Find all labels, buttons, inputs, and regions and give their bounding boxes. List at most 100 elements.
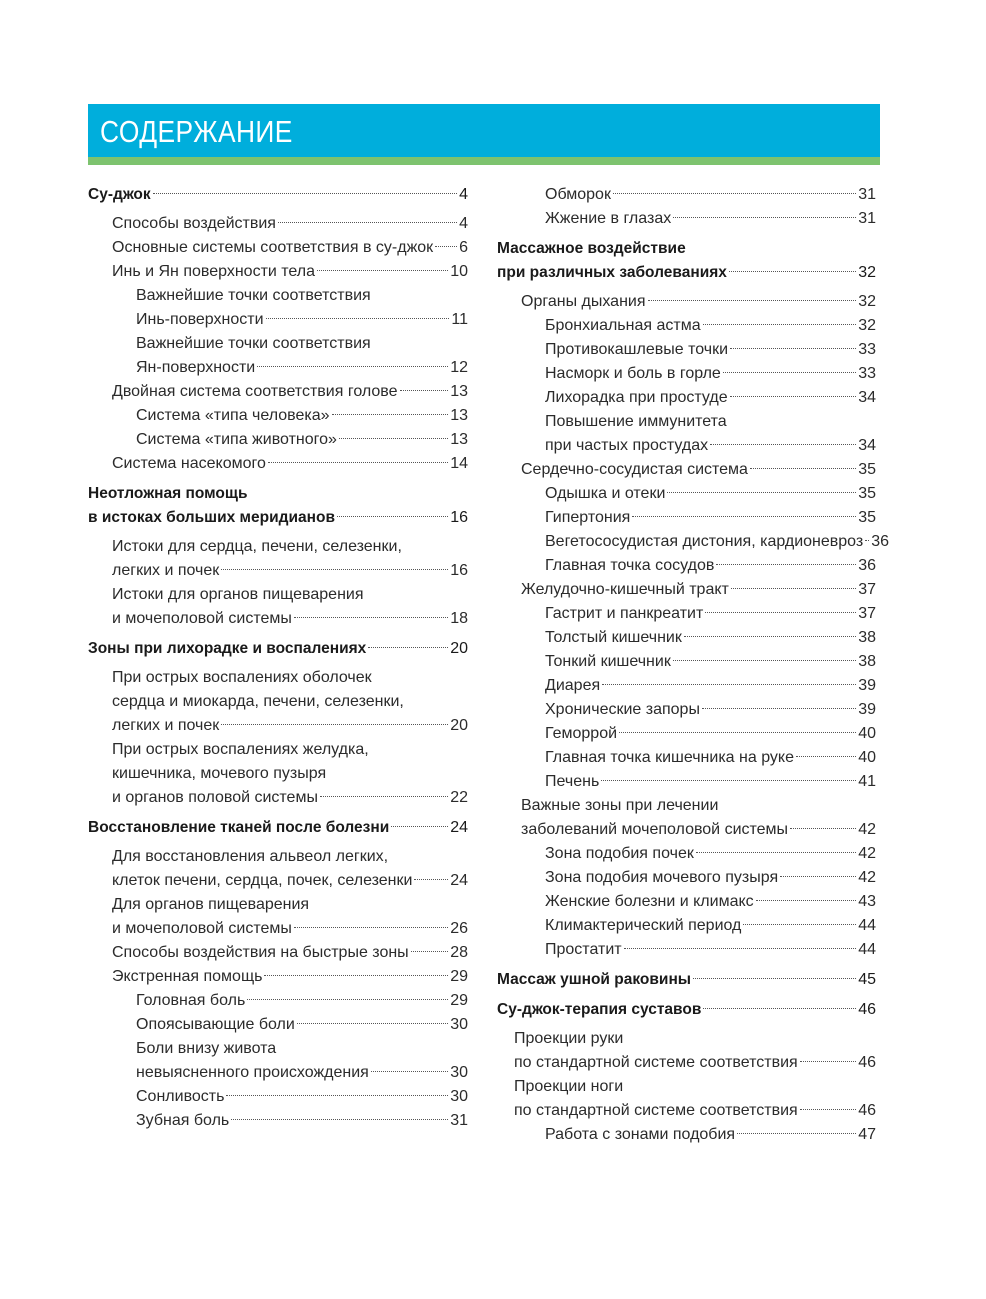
toc-entry[interactable]: Толстый кишечник 38 (497, 626, 876, 650)
dot-leader (601, 780, 857, 781)
toc-entry[interactable]: Опоясывающие боли 30 (88, 1013, 468, 1037)
toc-entry[interactable]: заболеваний мочеполовой системы 42 (497, 818, 876, 842)
toc-entry[interactable]: Система насекомого 14 (88, 452, 468, 476)
toc-entry[interactable]: и мочеполовой системы 18 (88, 607, 468, 631)
toc-heading[interactable]: Восстановление тканей после болезни 24 (88, 816, 468, 840)
toc-entry[interactable]: Вегетососудистая дистония, кардионевроз 3… (497, 530, 889, 554)
dot-leader (267, 462, 449, 463)
toc-entry[interactable]: Зона подобия мочевого пузыря 42 (497, 866, 876, 890)
dot-leader (331, 414, 449, 415)
dot-leader (780, 876, 857, 877)
page-number: 24 (450, 872, 468, 889)
entry-title: и мочеполовой системы (112, 920, 292, 937)
toc-entry[interactable]: Главная точка сосудов 36 (497, 554, 876, 578)
toc-entry[interactable]: Работа с зонами подобия 47 (497, 1123, 876, 1147)
toc-entry[interactable]: Истоки для органов пищеварения (88, 583, 468, 607)
toc-entry[interactable]: Способы воздействия 4 (88, 212, 468, 236)
toc-entry[interactable]: Двойная система соответствия голове 13 (88, 380, 468, 404)
toc-entry[interactable]: При острых воспалениях оболочек (88, 666, 468, 690)
toc-entry[interactable]: Бронхиальная астма 32 (497, 314, 876, 338)
toc-entry[interactable]: Головная боль 29 (88, 989, 468, 1013)
toc-entry[interactable]: Проекции руки (497, 1027, 876, 1051)
toc-entry[interactable]: Насморк и боль в горле 33 (497, 362, 876, 386)
toc-entry[interactable]: Важные зоны при лечении (497, 794, 876, 818)
entry-title: Способы воздействия на быстрые зоны (112, 944, 409, 961)
entry-title: Проекции ноги (514, 1078, 624, 1095)
entry-title: и мочеполовой системы (112, 610, 292, 627)
toc-entry[interactable]: Инь и Ян поверхности тела 10 (88, 260, 468, 284)
toc-entry[interactable]: Сонливость 30 (88, 1085, 468, 1109)
toc-heading[interactable]: при различных заболеваниях 32 (497, 261, 876, 285)
toc-entry[interactable]: Климактерический период 44 (497, 914, 876, 938)
page-number: 13 (450, 383, 468, 400)
toc-entry[interactable]: Ян-поверхности 12 (88, 356, 468, 380)
toc-heading[interactable]: Неотложная помощь (88, 482, 468, 506)
toc-section: Су-джок 4 Способы воздействия 4 Основные сис… (88, 183, 468, 476)
toc-entry[interactable]: Тонкий кишечник 38 (497, 650, 876, 674)
toc-heading[interactable]: Су-джок 4 (88, 183, 468, 207)
toc-entry[interactable]: Простатит 44 (497, 938, 876, 962)
toc-entry[interactable]: и мочеполовой системы 26 (88, 917, 468, 941)
toc-entry[interactable]: Инь-поверхности 11 (88, 308, 468, 332)
toc-entry[interactable]: невыясненного происхождения 30 (88, 1061, 468, 1085)
entry-title: Диарея (545, 677, 601, 694)
toc-entry[interactable]: кишечника, мочевого пузыря (88, 762, 468, 786)
toc-entry[interactable]: Гастрит и панкреатит 37 (497, 602, 876, 626)
toc-entry[interactable]: Проекции ноги (497, 1075, 876, 1099)
toc-entry[interactable]: Геморрой 40 (497, 722, 876, 746)
toc-entry[interactable]: Система «типа человека» 13 (88, 404, 468, 428)
toc-entry[interactable]: Важнейшие точки соответствия (88, 332, 468, 356)
toc-entry[interactable]: Сердечно-сосудистая система 35 (497, 458, 876, 482)
dot-leader (293, 617, 449, 618)
toc-entry[interactable]: Основные системы соответствия в су-джок 6 (88, 236, 468, 260)
toc-entry[interactable]: Система «типа животного» 13 (88, 428, 468, 452)
toc-entry[interactable]: по стандартной системе соответствия 46 (497, 1051, 876, 1075)
toc-entry[interactable]: Экстренная помощь 29 (88, 965, 468, 989)
toc-entry[interactable]: Боли внизу живота (88, 1037, 468, 1061)
toc-entry[interactable]: Для восстановления альвеол легких, (88, 845, 468, 869)
toc-entry[interactable]: Обморок 31 (497, 183, 876, 207)
toc-entry[interactable]: Органы дыхания 32 (497, 290, 876, 314)
toc-entry[interactable]: по стандартной системе соответствия 46 (497, 1099, 876, 1123)
toc-entry[interactable]: Печень 41 (497, 770, 876, 794)
toc-entry[interactable]: при частых простудах 34 (497, 434, 876, 458)
toc-entry[interactable]: При острых воспалениях желудка, (88, 738, 468, 762)
toc-entry[interactable]: Желудочно-кишечный тракт 37 (497, 578, 876, 602)
toc-entry[interactable]: Для органов пищеварения (88, 893, 468, 917)
toc-entry[interactable]: Повышение иммунитета (497, 410, 876, 434)
toc-entry[interactable]: легких и почек 20 (88, 714, 468, 738)
toc-entry[interactable]: Лихорадка при простуде 34 (497, 386, 876, 410)
toc-entry[interactable]: легких и почек 16 (88, 559, 468, 583)
header-band: СОДЕРЖАНИЕ (88, 104, 880, 157)
toc-entry[interactable]: Важнейшие точки соответствия (88, 284, 468, 308)
entry-title: Повышение иммунитета (545, 413, 727, 430)
toc-entry[interactable]: Женские болезни и климакс 43 (497, 890, 876, 914)
toc-heading[interactable]: Су-джок-терапия суставов 46 (497, 998, 876, 1022)
toc-entry[interactable]: Одышка и отеки 35 (497, 482, 876, 506)
toc-entry[interactable]: Способы воздействия на быстрые зоны 28 (88, 941, 468, 965)
toc-entry[interactable]: Главная точка кишечника на руке 40 (497, 746, 876, 770)
toc-entry[interactable]: Жжение в глазах 31 (497, 207, 876, 231)
toc-entry[interactable]: Хронические запоры 39 (497, 698, 876, 722)
toc-entry[interactable]: клеток печени, сердца, почек, селезенки 2… (88, 869, 468, 893)
toc-entry[interactable]: Диарея 39 (497, 674, 876, 698)
page-number: 4 (459, 215, 468, 232)
dot-leader (693, 978, 857, 979)
toc-entry[interactable]: Зубная боль 31 (88, 1109, 468, 1133)
dot-leader (683, 636, 857, 637)
toc-entry[interactable]: сердца и миокарда, печени, селезенки, (88, 690, 468, 714)
toc-entry[interactable]: Противокашлевые точки 33 (497, 338, 876, 362)
toc-entry[interactable]: Гипертония 35 (497, 506, 876, 530)
toc-heading[interactable]: Зоны при лихорадке и воспалениях 20 (88, 637, 468, 661)
entry-title: клеток печени, сердца, почек, селезенки (112, 872, 413, 889)
header-stripe (88, 157, 880, 165)
toc-heading[interactable]: в истоках больших меридианов 16 (88, 506, 468, 530)
toc-entry[interactable]: Истоки для сердца, печени, селезенки, (88, 535, 468, 559)
toc-entry[interactable]: Зона подобия почек 42 (497, 842, 876, 866)
toc-heading[interactable]: Массаж ушной раковины 45 (497, 968, 876, 992)
entry-title: Ян-поверхности (136, 359, 256, 376)
entry-title: в истоках больших меридианов (88, 509, 335, 526)
toc-entry[interactable]: и органов половой системы 22 (88, 786, 468, 810)
dot-leader (647, 300, 857, 301)
toc-heading[interactable]: Массажное воздействие (497, 237, 876, 261)
